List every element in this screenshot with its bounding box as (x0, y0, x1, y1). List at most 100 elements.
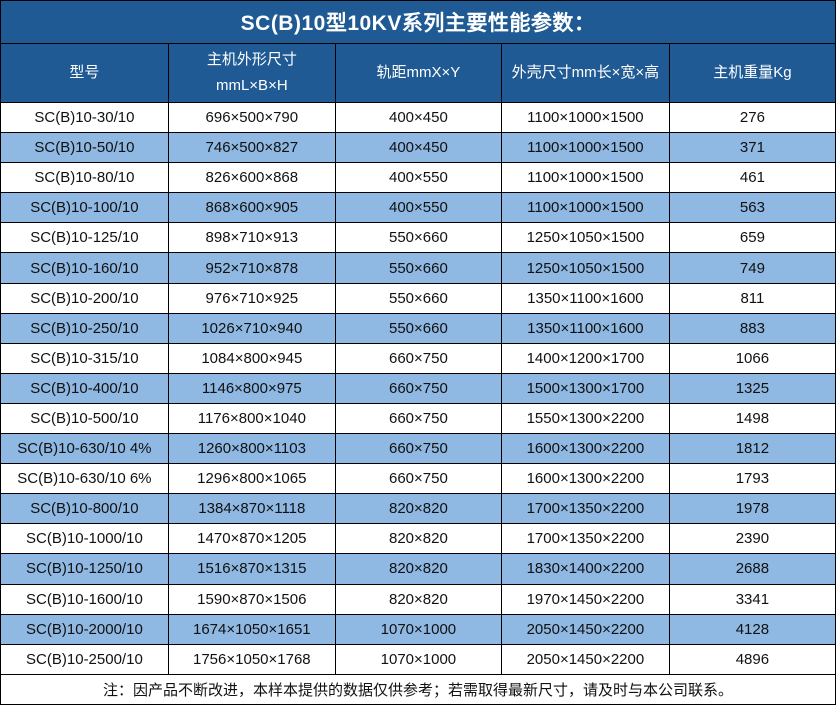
col-header-host-size: 主机外形尺寸 mmL×B×H (167, 43, 336, 103)
shell-size-cell: 1700×1350×2200 (500, 523, 670, 555)
table-row: SC(B)10-125/10 898×710×913 550×660 1250×105… (0, 222, 836, 254)
shell-size-cell: 1250×1050×1500 (500, 222, 670, 254)
host-size-cell: 868×600×905 (167, 192, 336, 224)
table-row: SC(B)10-630/10 4% 1260×800×1103 660×750 160… (0, 433, 836, 465)
col-header-weight: 主机重量Kg (668, 43, 836, 103)
host-size-cell: 1296×800×1065 (167, 463, 336, 495)
table-row: SC(B)10-2500/10 1756×1050×1768 1070×1000 20… (0, 643, 836, 676)
table-row: SC(B)10-400/10 1146×800×975 660×750 1500×13… (0, 372, 836, 404)
host-size-cell: 1026×710×940 (167, 312, 336, 344)
host-size-cell: 696×500×790 (167, 101, 336, 134)
shell-size-cell: 2050×1450×2200 (500, 643, 670, 676)
table-row: SC(B)10-200/10 976×710×925 550×660 1350×110… (0, 282, 836, 314)
table-row: SC(B)10-160/10 952×710×878 550×660 1250×105… (0, 252, 836, 284)
table-row: SC(B)10-315/10 1084×800×945 660×750 1400×12… (0, 342, 836, 374)
rail-gauge-cell: 550×660 (334, 252, 502, 284)
host-size-cell: 1260×800×1103 (167, 433, 336, 465)
model-cell: SC(B)10-80/10 (0, 162, 169, 194)
model-cell: SC(B)10-1600/10 (0, 583, 169, 615)
table-row: SC(B)10-30/10 696×500×790 400×450 1100×1000… (0, 101, 836, 134)
model-cell: SC(B)10-800/10 (0, 493, 169, 525)
rail-gauge-cell: 660×750 (334, 372, 502, 404)
host-size-cell: 1384×870×1118 (167, 493, 336, 525)
model-cell: SC(B)10-100/10 (0, 192, 169, 224)
host-size-cell: 1146×800×975 (167, 372, 336, 404)
host-size-cell: 746×500×827 (167, 132, 336, 164)
table-body: SC(B)10-30/10 696×500×790 400×450 1100×1000… (0, 101, 836, 676)
col-header-shell-size: 外壳尺寸mm长×宽×高 (500, 43, 670, 103)
shell-size-cell: 1100×1000×1500 (500, 192, 670, 224)
host-size-cell: 952×710×878 (167, 252, 336, 284)
rail-gauge-cell: 660×750 (334, 342, 502, 374)
shell-size-cell: 1700×1350×2200 (500, 493, 670, 525)
weight-cell: 371 (668, 132, 836, 164)
note-text: 注：因产品不断改进，本样本提供的数据仅供参考；若需取得最新尺寸，请及时与本公司联… (0, 674, 836, 705)
rail-gauge-cell: 1070×1000 (334, 613, 502, 645)
weight-cell: 2688 (668, 553, 836, 585)
model-cell: SC(B)10-315/10 (0, 342, 169, 374)
model-cell: SC(B)10-125/10 (0, 222, 169, 254)
header-row: 型号 主机外形尺寸 mmL×B×H 轨距mmX×Y 外壳尺寸mm长×宽×高 主机… (0, 43, 836, 103)
table-row: SC(B)10-800/10 1384×870×1118 820×820 1700×1… (0, 493, 836, 525)
shell-size-cell: 1100×1000×1500 (500, 101, 670, 134)
shell-size-cell: 1100×1000×1500 (500, 132, 670, 164)
rail-gauge-cell: 550×660 (334, 312, 502, 344)
shell-size-cell: 1250×1050×1500 (500, 252, 670, 284)
note-row: 注：因产品不断改进，本样本提供的数据仅供参考；若需取得最新尺寸，请及时与本公司联… (0, 674, 836, 705)
weight-cell: 276 (668, 101, 836, 134)
model-cell: SC(B)10-1000/10 (0, 523, 169, 555)
rail-gauge-cell: 400×450 (334, 132, 502, 164)
shell-size-cell: 1970×1450×2200 (500, 583, 670, 615)
host-size-cell: 1516×870×1315 (167, 553, 336, 585)
host-size-cell: 976×710×925 (167, 282, 336, 314)
weight-cell: 4896 (668, 643, 836, 676)
rail-gauge-cell: 550×660 (334, 222, 502, 254)
host-size-cell: 1756×1050×1768 (167, 643, 336, 676)
weight-cell: 461 (668, 162, 836, 194)
weight-cell: 1325 (668, 372, 836, 404)
host-size-cell: 1470×870×1205 (167, 523, 336, 555)
model-cell: SC(B)10-2000/10 (0, 613, 169, 645)
table-row: SC(B)10-50/10 746×500×827 400×450 1100×1000… (0, 132, 836, 164)
rail-gauge-cell: 1070×1000 (334, 643, 502, 676)
shell-size-cell: 1600×1300×2200 (500, 433, 670, 465)
shell-size-cell: 1500×1300×1700 (500, 372, 670, 404)
rail-gauge-cell: 660×750 (334, 463, 502, 495)
table-row: SC(B)10-80/10 826×600×868 400×550 1100×1000… (0, 162, 836, 194)
rail-gauge-cell: 660×750 (334, 402, 502, 435)
model-cell: SC(B)10-500/10 (0, 402, 169, 435)
weight-cell: 749 (668, 252, 836, 284)
host-size-cell: 1674×1050×1651 (167, 613, 336, 645)
model-cell: SC(B)10-1250/10 (0, 553, 169, 585)
model-cell: SC(B)10-50/10 (0, 132, 169, 164)
table-row: SC(B)10-1000/10 1470×870×1205 820×820 1700×… (0, 523, 836, 555)
table-row: SC(B)10-2000/10 1674×1050×1651 1070×1000 20… (0, 613, 836, 645)
weight-cell: 659 (668, 222, 836, 254)
model-cell: SC(B)10-2500/10 (0, 643, 169, 676)
weight-cell: 1793 (668, 463, 836, 495)
weight-cell: 1498 (668, 402, 836, 435)
shell-size-cell: 1550×1300×2200 (500, 402, 670, 435)
rail-gauge-cell: 400×550 (334, 192, 502, 224)
rail-gauge-cell: 820×820 (334, 493, 502, 525)
weight-cell: 883 (668, 312, 836, 344)
weight-cell: 4128 (668, 613, 836, 645)
rail-gauge-cell: 660×750 (334, 433, 502, 465)
model-cell: SC(B)10-630/10 6% (0, 463, 169, 495)
weight-cell: 1066 (668, 342, 836, 374)
shell-size-cell: 1350×1100×1600 (500, 282, 670, 314)
table-row: SC(B)10-250/10 1026×710×940 550×660 1350×11… (0, 312, 836, 344)
table-row: SC(B)10-630/10 6% 1296×800×1065 660×750 160… (0, 463, 836, 495)
host-size-cell: 1176×800×1040 (167, 402, 336, 435)
rail-gauge-cell: 400×550 (334, 162, 502, 194)
rail-gauge-cell: 550×660 (334, 282, 502, 314)
shell-size-cell: 1100×1000×1500 (500, 162, 670, 194)
shell-size-cell: 1600×1300×2200 (500, 463, 670, 495)
shell-size-cell: 1400×1200×1700 (500, 342, 670, 374)
rail-gauge-cell: 400×450 (334, 101, 502, 134)
table-row: SC(B)10-500/10 1176×800×1040 660×750 1550×1… (0, 402, 836, 435)
model-cell: SC(B)10-630/10 4% (0, 433, 169, 465)
weight-cell: 1978 (668, 493, 836, 525)
model-cell: SC(B)10-400/10 (0, 372, 169, 404)
